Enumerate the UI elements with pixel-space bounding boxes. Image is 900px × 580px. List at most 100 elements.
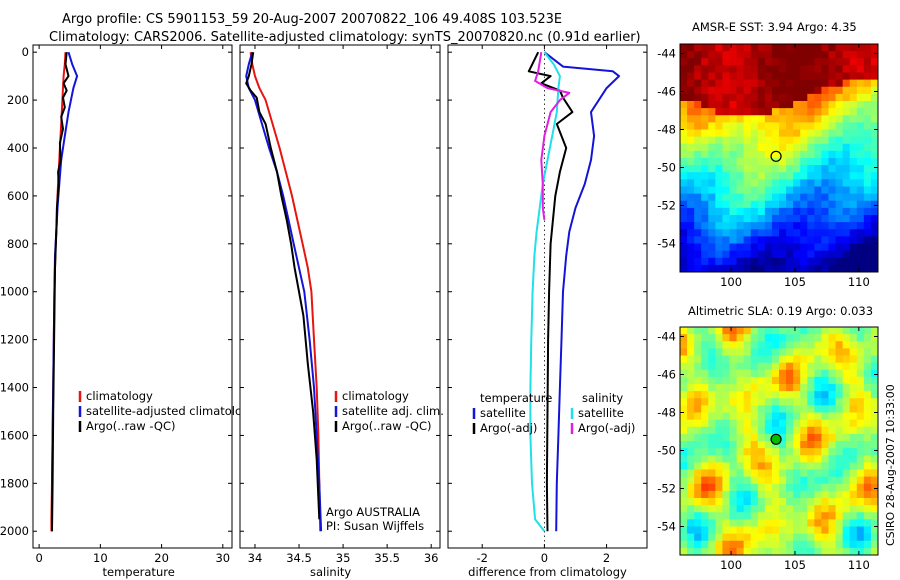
heatmap-cell xyxy=(708,72,716,81)
heatmap-cell xyxy=(821,376,830,385)
heatmap-cell xyxy=(863,101,872,109)
heatmap-cell xyxy=(793,433,801,442)
heatmap-cell xyxy=(764,150,773,159)
heatmap-cell xyxy=(722,122,731,131)
heatmap-cell xyxy=(757,462,766,471)
heatmap-cell xyxy=(757,498,766,506)
legend-label: Argo(-adj) xyxy=(480,421,537,435)
heatmap-cell xyxy=(842,476,851,485)
heatmap-cell xyxy=(793,129,801,138)
heatmap-cell xyxy=(722,505,731,513)
heatmap-cell xyxy=(736,158,745,166)
heatmap-cell xyxy=(764,122,773,131)
heatmap-cell xyxy=(757,391,766,399)
heatmap-cell xyxy=(786,44,794,52)
heatmap-cell xyxy=(870,327,878,335)
heatmap-cell xyxy=(807,348,815,357)
heatmap-cell xyxy=(842,143,851,152)
heatmap-cell xyxy=(708,533,716,542)
heatmap-cell xyxy=(729,93,738,102)
heatmap-cell xyxy=(764,222,773,230)
heatmap-cell xyxy=(687,341,695,349)
heatmap-cell xyxy=(828,200,837,209)
heatmap-cell xyxy=(701,483,709,492)
heatmap-cell xyxy=(849,341,858,349)
heatmap-cell xyxy=(729,334,738,342)
heatmap-cell xyxy=(722,476,731,485)
heatmap-cell xyxy=(814,143,823,152)
heatmap-cell xyxy=(680,101,688,109)
heatmap-cell xyxy=(715,533,724,542)
heatmap-cell xyxy=(821,498,830,506)
series-line-satellite xyxy=(543,51,620,532)
legend-header-salinity: salinity xyxy=(582,391,623,405)
heatmap-cell xyxy=(807,108,815,116)
heatmap-cell xyxy=(814,243,823,252)
heatmap-cell xyxy=(800,412,808,421)
heatmap-cell xyxy=(870,348,878,357)
heatmap-cell xyxy=(680,519,688,528)
heatmap-cell xyxy=(680,65,688,74)
heatmap-cell xyxy=(694,222,702,230)
heatmap-cell xyxy=(849,236,858,245)
heatmap-cell xyxy=(856,540,865,549)
heatmap-cell xyxy=(715,150,724,159)
heatmap-cell xyxy=(828,547,837,555)
heatmap-cell xyxy=(814,72,823,81)
heatmap-cell xyxy=(807,193,815,202)
heatmap-cell xyxy=(715,369,724,378)
heatmap-cell xyxy=(821,243,830,252)
heatmap-cell xyxy=(807,369,815,378)
heatmap-cell xyxy=(771,143,780,152)
heatmap-cell xyxy=(750,398,759,406)
heatmap-cell xyxy=(736,129,745,138)
heatmap-cell xyxy=(821,257,830,266)
heatmap-cell xyxy=(764,250,773,259)
heatmap-cell xyxy=(835,398,844,406)
heatmap-cell xyxy=(736,58,745,66)
heatmap-cell xyxy=(779,334,787,342)
heatmap-cell xyxy=(771,93,780,102)
heatmap-cell xyxy=(743,229,752,237)
heatmap-cell xyxy=(757,348,766,357)
heatmap-cell xyxy=(814,115,823,123)
heatmap-cell xyxy=(779,236,787,245)
heatmap-cell xyxy=(743,129,752,138)
heatmap-cell xyxy=(779,355,787,364)
heatmap-cell xyxy=(687,72,695,81)
heatmap-cell xyxy=(722,384,731,392)
heatmap-cell xyxy=(771,519,780,528)
heatmap-cell xyxy=(715,72,724,81)
heatmap-cell xyxy=(694,165,702,173)
heatmap-cell xyxy=(764,327,773,335)
heatmap-cell xyxy=(835,376,844,385)
heatmap-cell xyxy=(680,469,688,478)
heatmap-cell xyxy=(715,483,724,492)
heatmap-cell xyxy=(708,547,716,555)
heatmap-cell xyxy=(814,86,823,95)
heatmap-cell xyxy=(680,93,688,102)
heatmap-cell xyxy=(835,172,844,180)
heatmap-cell xyxy=(856,115,865,123)
heatmap-cell xyxy=(687,462,695,471)
heatmap-cell xyxy=(800,129,808,138)
heatmap-cell xyxy=(800,250,808,259)
heatmap-cell xyxy=(842,519,851,528)
heatmap-cell xyxy=(743,384,752,392)
heatmap-cell xyxy=(687,512,695,520)
heatmap-cell xyxy=(729,362,738,371)
heatmap-cell xyxy=(729,498,738,506)
heatmap-cell xyxy=(736,512,745,520)
heatmap-cell xyxy=(863,264,872,272)
heatmap-cell xyxy=(680,512,688,520)
heatmap-cell xyxy=(715,476,724,485)
x-tick-label: 0 xyxy=(541,551,548,565)
heatmap-cell xyxy=(828,158,837,166)
heatmap-cell xyxy=(680,376,688,385)
heatmap-cell xyxy=(793,512,801,520)
y-tick-label: 1800 xyxy=(0,476,29,490)
heatmap-cell xyxy=(736,462,745,471)
heatmap-cell xyxy=(715,498,724,506)
heatmap-cell xyxy=(715,412,724,421)
